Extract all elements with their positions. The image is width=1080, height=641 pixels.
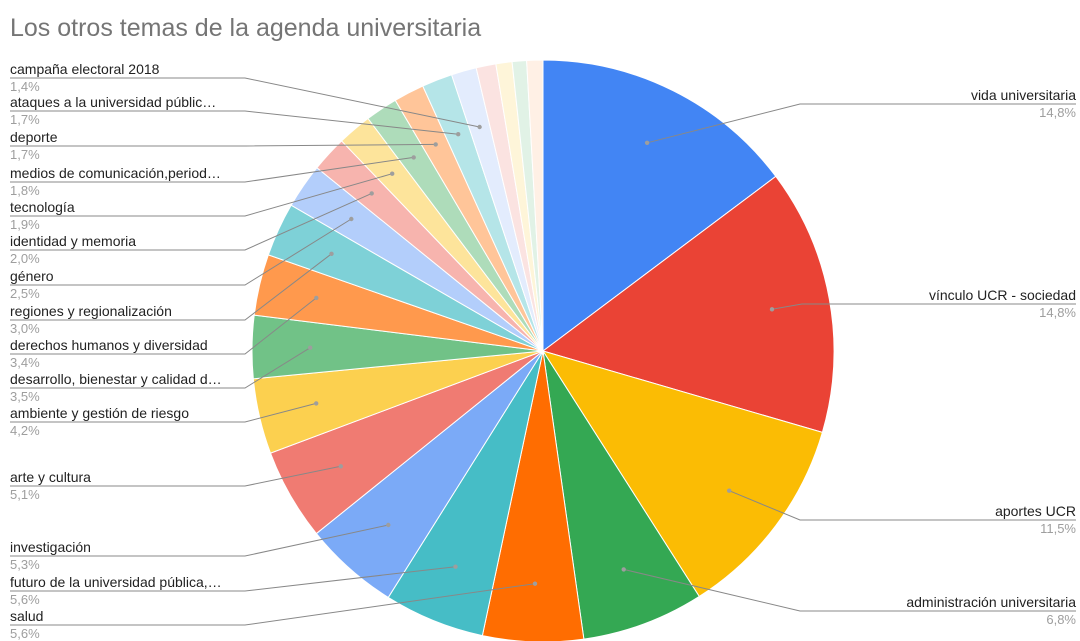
slice-value: 4,2% <box>10 423 40 438</box>
leader-line-15 <box>10 173 393 217</box>
leader-dot-8 <box>338 464 343 469</box>
slice-value: 5,6% <box>10 626 40 641</box>
leader-dot-3 <box>727 488 732 493</box>
leader-line-2 <box>771 303 1076 310</box>
slice-label: ataques a la universidad públic… <box>10 94 216 110</box>
leader-line-8 <box>10 465 341 487</box>
leader-lines <box>10 77 1076 626</box>
leader-dot-15 <box>390 171 395 176</box>
pie-slice-3 <box>541 350 824 598</box>
leader-dot-7 <box>386 522 391 528</box>
leader-line-10 <box>10 347 311 389</box>
leader-dot-14 <box>369 191 374 196</box>
slice-label: regiones y regionalización <box>10 303 172 319</box>
pie-slice-4 <box>542 350 700 640</box>
slice-label: medios de comunicación,period… <box>10 165 221 181</box>
slice-labels: vida universitaria 14,8% vínculo UCR - soc… <box>10 61 1076 641</box>
leader-line-1 <box>646 103 1076 144</box>
slice-label: futuro de la universidad pública,… <box>10 574 222 590</box>
leader-line-12 <box>10 253 332 321</box>
leader-line-3 <box>729 490 1076 521</box>
slice-label: deporte <box>10 129 58 145</box>
pie-slice-2 <box>541 175 835 434</box>
leader-line-16 <box>10 156 414 183</box>
slice-label: campaña electoral 2018 <box>10 61 160 77</box>
slice-label: identidad y memoria <box>10 233 136 249</box>
leader-dot-4 <box>621 567 626 572</box>
slice-value: 5,3% <box>10 557 40 572</box>
slice-label: arte y cultura <box>10 469 91 485</box>
leader-dot-5 <box>532 581 538 586</box>
slice-value: 1,7% <box>10 112 40 127</box>
slice-label: derechos humanos y diversidad <box>10 337 208 353</box>
slice-value: 3,5% <box>10 389 40 404</box>
pie-slices <box>251 59 835 641</box>
leader-dot-1 <box>644 140 650 145</box>
slice-label: desarrollo, bienestar y calidad d… <box>10 371 222 387</box>
slice-label: vínculo UCR - sociedad <box>929 287 1076 303</box>
slice-value: 1,8% <box>10 183 40 198</box>
leader-line-5 <box>10 583 536 626</box>
slice-value: 5,1% <box>10 487 40 502</box>
slice-label: tecnología <box>10 199 75 215</box>
slice-value: 1,7% <box>10 147 40 162</box>
leader-dot-17 <box>433 142 438 147</box>
slice-label: ambiente y gestión de riesgo <box>10 405 189 421</box>
slice-value: 1,4% <box>10 79 40 94</box>
leader-dot-11 <box>314 295 319 301</box>
slice-value: 14,8% <box>1039 305 1076 320</box>
leader-line-6 <box>10 566 456 592</box>
slice-value: 2,5% <box>10 286 40 301</box>
leader-line-14 <box>10 192 372 251</box>
chart-title: Los otros temas de la agenda universitar… <box>10 14 481 42</box>
slice-label: investigación <box>10 539 91 555</box>
leader-dot-9 <box>314 401 319 406</box>
leader-line-18 <box>10 110 459 135</box>
slice-value: 2,0% <box>10 251 40 266</box>
slice-label: género <box>10 268 54 284</box>
leader-dot-18 <box>456 132 461 137</box>
slice-value: 11,5% <box>1040 521 1076 536</box>
slice-value: 3,4% <box>10 355 40 370</box>
slice-value: 5,6% <box>10 592 40 607</box>
leader-dot-16 <box>411 155 416 160</box>
slice-label: vida universitaria <box>971 87 1076 103</box>
slice-value: 6,8% <box>1046 612 1076 627</box>
leader-line-11 <box>10 297 317 355</box>
slice-value: 14,8% <box>1039 105 1076 120</box>
leader-dot-12 <box>329 251 334 256</box>
leader-line-19 <box>10 77 480 128</box>
leader-dot-13 <box>349 216 354 222</box>
leader-dot-2 <box>769 307 775 312</box>
leader-dot-19 <box>477 124 482 130</box>
pie-slice-23 <box>526 59 544 352</box>
slice-label: administración universitaria <box>906 594 1076 610</box>
leader-line-9 <box>10 402 317 423</box>
leader-line-17 <box>10 143 436 147</box>
slice-value: 1,9% <box>10 217 40 232</box>
leader-dot-6 <box>453 564 458 569</box>
leader-line-13 <box>10 218 352 286</box>
leader-line-7 <box>10 524 389 557</box>
slice-value: 3,0% <box>10 321 40 336</box>
leader-dot-10 <box>308 345 313 350</box>
slice-label: aportes UCR <box>995 503 1076 519</box>
slice-label: salud <box>10 608 43 624</box>
pie-slice-1 <box>542 59 777 353</box>
leader-line-4 <box>623 568 1076 612</box>
